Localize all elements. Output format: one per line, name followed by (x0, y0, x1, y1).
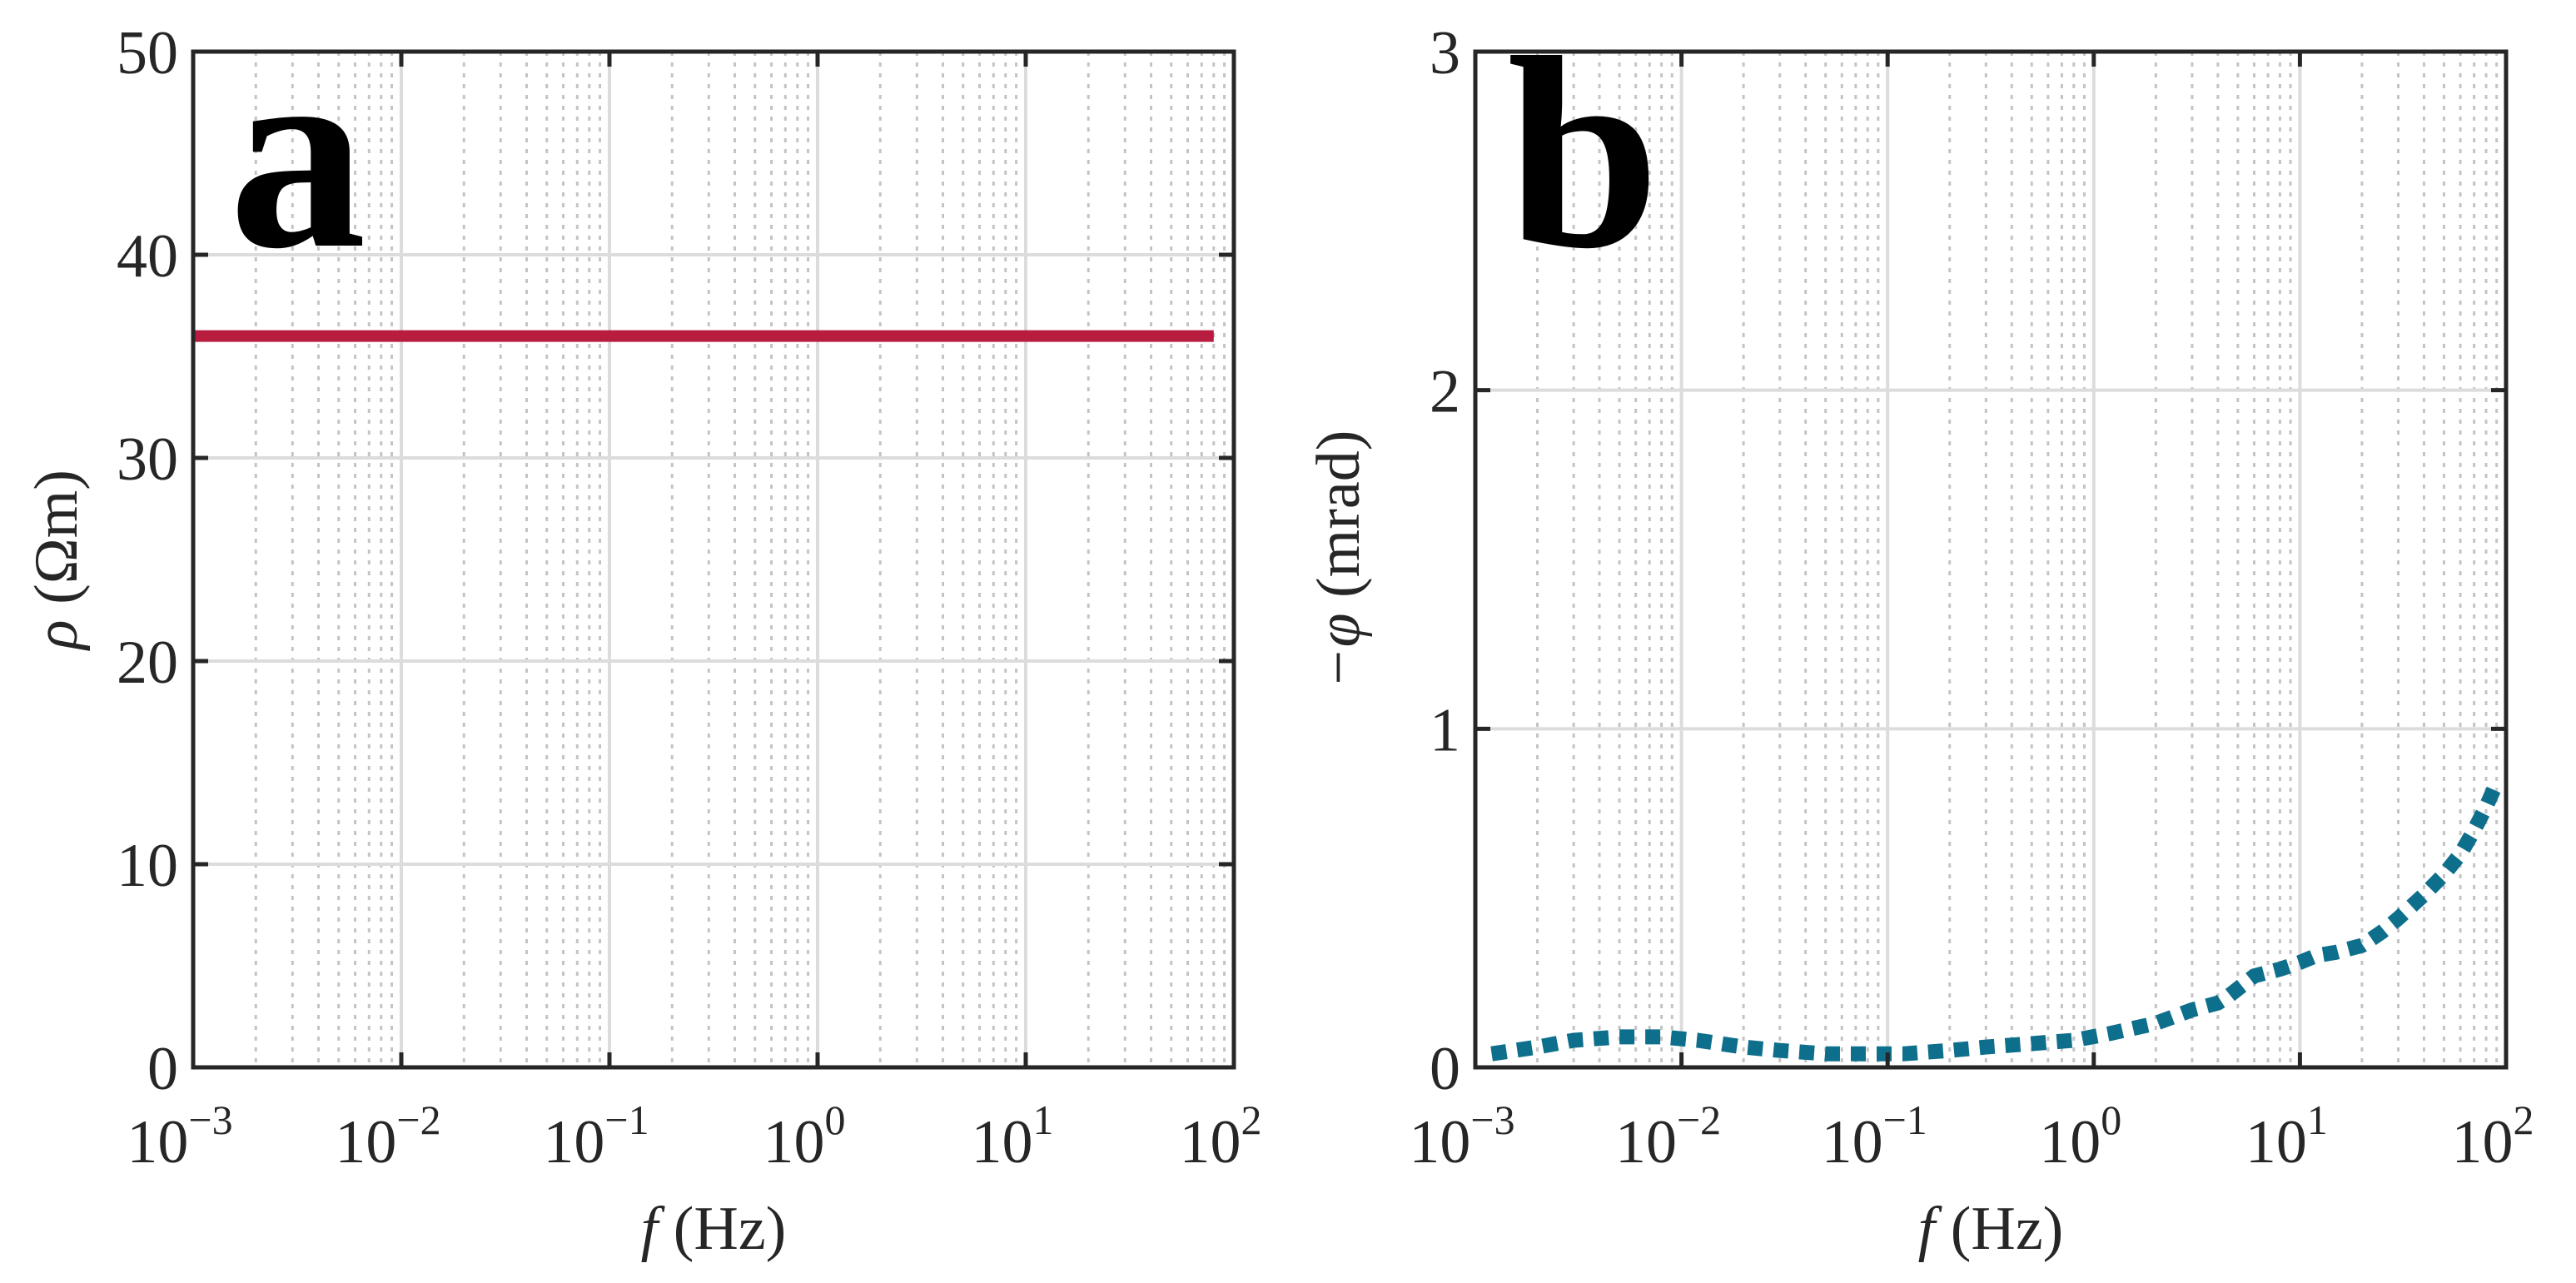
x-tick-label: 101 (2245, 1097, 2328, 1176)
y-tick-label: 0 (1430, 1035, 1460, 1103)
x-tick-label: 10−2 (1615, 1097, 1721, 1176)
x-tick-label: 102 (2452, 1097, 2534, 1176)
series-line-phase (1490, 779, 2504, 1062)
y-tick-label: 1 (1430, 696, 1460, 764)
panel-label: a (229, 2, 366, 306)
x-tick-label: 100 (763, 1097, 846, 1176)
y-tick-label: 40 (117, 222, 178, 291)
y-tick-label: 20 (117, 629, 178, 697)
x-tick-label: 10−3 (127, 1097, 232, 1176)
y-tick-label: 30 (117, 425, 178, 494)
y-axis-label: ρ (Ωm) (22, 470, 91, 651)
y-tick-label: 0 (147, 1035, 178, 1103)
panel-label: b (1507, 2, 1660, 306)
panel-b: 10−3 10−2 10−1 100 101 102 0 1 2 3 f (Hz) −φ (mrad)… (1305, 2, 2534, 1263)
y-tick-label: 3 (1430, 19, 1460, 87)
x-tick-label: 10−1 (1822, 1097, 1927, 1176)
x-tick-label: 10−1 (543, 1097, 649, 1176)
x-tick-label: 101 (972, 1097, 1054, 1176)
axes-frame (1473, 49, 2509, 1070)
axes-frame (191, 49, 1236, 1070)
x-tick-label: 100 (2039, 1097, 2121, 1176)
x-tick-label: 10−2 (335, 1097, 440, 1176)
x-tick-label: 102 (1180, 1097, 1262, 1176)
x-axis-label: f (Hz) (1918, 1195, 2064, 1263)
y-tick-label: 2 (1430, 358, 1460, 426)
y-tick-label: 50 (117, 19, 178, 87)
x-axis-label: f (Hz) (641, 1195, 787, 1263)
y-axis-label: −φ (mrad) (1305, 430, 1373, 689)
x-tick-label: 10−3 (1409, 1097, 1514, 1176)
y-tick-label: 10 (117, 832, 178, 900)
